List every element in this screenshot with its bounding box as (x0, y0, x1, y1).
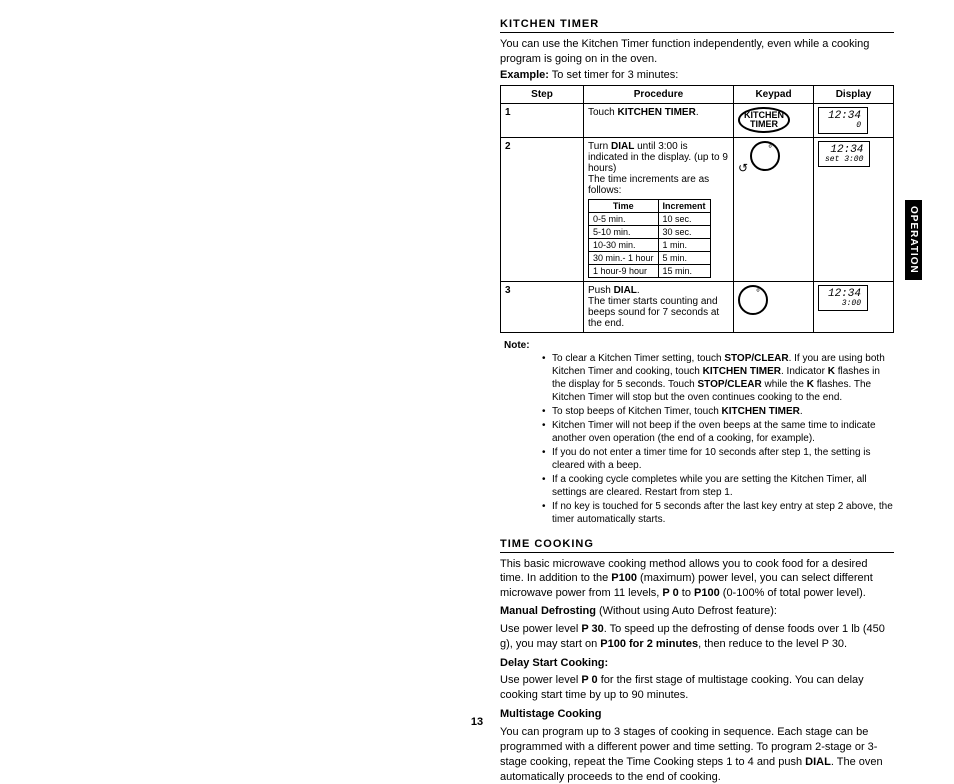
note-list: To clear a Kitchen Timer setting, touch … (542, 352, 894, 526)
divider (500, 32, 894, 33)
operation-tab: OPERATION (905, 200, 922, 280)
step-2-display: 12:34set 3:00 (814, 137, 894, 281)
col-procedure: Procedure (584, 85, 734, 103)
inner-col-time: Time (589, 199, 659, 212)
dial-icon (750, 141, 780, 171)
intro-text: You can use the Kitchen Timer function i… (500, 37, 894, 67)
dial-icon (738, 285, 768, 315)
note-block: Note: To clear a Kitchen Timer setting, … (504, 339, 894, 526)
step-2-proc: Turn DIAL until 3:00 is indicated in the… (584, 137, 734, 281)
step-1-display: 12:340 (814, 103, 894, 137)
page-number: 13 (0, 716, 954, 728)
example-line: Example: To set timer for 3 minutes: (500, 69, 894, 81)
time-cooking-body: This basic microwave cooking method allo… (500, 557, 894, 784)
note-item: To stop beeps of Kitchen Timer, touch KI… (542, 405, 894, 418)
note-item: Kitchen Timer will not beep if the oven … (542, 419, 894, 445)
increment-table: TimeIncrement 0-5 min.10 sec. 5-10 min.3… (588, 199, 711, 278)
divider (500, 552, 894, 553)
note-item: If a cooking cycle completes while you a… (542, 473, 894, 499)
note-label: Note: (504, 340, 530, 351)
step-1-num: 1 (501, 103, 584, 137)
lcd-icon: 12:340 (818, 107, 868, 134)
inner-col-increment: Increment (658, 199, 710, 212)
col-display: Display (814, 85, 894, 103)
kitchen-timer-table: Step Procedure Keypad Display 1 Touch KI… (500, 85, 894, 333)
delay-start-heading: Delay Start Cooking: (500, 656, 894, 671)
col-step: Step (501, 85, 584, 103)
step-2-keypad: ↺ (734, 137, 814, 281)
turn-arrow-icon: ↺ (738, 161, 748, 175)
note-item: If no key is touched for 5 seconds after… (542, 500, 894, 526)
step-1-keypad: KITCHENTIMER (734, 103, 814, 137)
step-1-proc: Touch KITCHEN TIMER. (584, 103, 734, 137)
note-item: If you do not enter a timer time for 10 … (542, 446, 894, 472)
example-label: Example: (500, 69, 549, 81)
step-2-num: 2 (501, 137, 584, 281)
kitchen-timer-button-icon: KITCHENTIMER (738, 107, 790, 133)
step-3-proc: Push DIAL. The timer starts counting and… (584, 281, 734, 332)
note-item: To clear a Kitchen Timer setting, touch … (542, 352, 894, 404)
kitchen-timer-heading: KITCHEN TIMER (500, 18, 894, 30)
col-keypad: Keypad (734, 85, 814, 103)
step-3-keypad (734, 281, 814, 332)
lcd-icon: 12:343:00 (818, 285, 868, 312)
example-text: To set timer for 3 minutes: (549, 69, 678, 81)
lcd-icon: 12:34set 3:00 (818, 141, 870, 168)
time-cooking-heading: TIME COOKING (500, 538, 894, 550)
manual-defrost-heading: Manual Defrosting (500, 605, 596, 617)
step-3-display: 12:343:00 (814, 281, 894, 332)
step-3-num: 3 (501, 281, 584, 332)
